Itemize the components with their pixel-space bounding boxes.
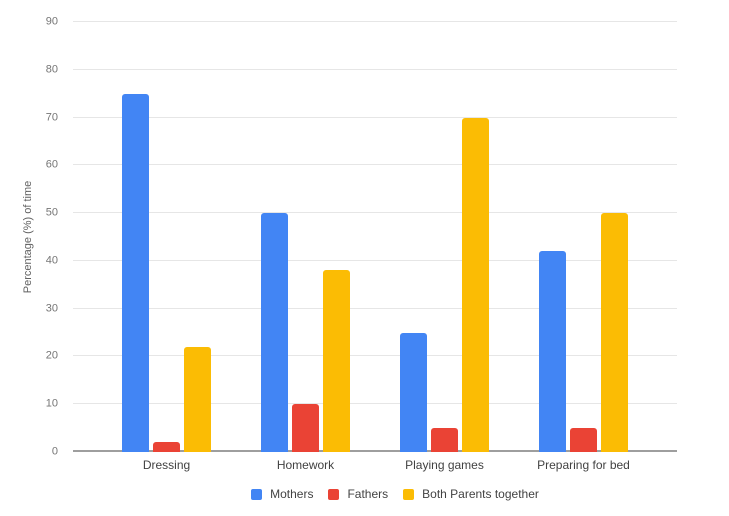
bar: [570, 428, 597, 452]
gridline: [73, 355, 677, 357]
legend-item: Mothers: [251, 487, 313, 501]
legend-swatch-icon: [403, 488, 415, 500]
y-tick-label: 30: [45, 302, 58, 315]
gridline: [73, 68, 677, 70]
legend-item: Both Parents together: [403, 487, 539, 501]
bar: [122, 93, 149, 452]
y-tick-label: 60: [45, 158, 58, 171]
gridline: [73, 164, 677, 166]
bar-group: [97, 22, 236, 452]
y-tick-label: 20: [45, 349, 58, 362]
bar-group: [236, 22, 375, 452]
legend-item: Fathers: [328, 487, 388, 501]
bar: [539, 251, 566, 452]
bar-groups: [97, 22, 653, 452]
bar: [292, 404, 319, 452]
plot-area: [73, 21, 677, 452]
legend-label: Fathers: [347, 487, 389, 501]
legend: Mothers Fathers Both Parents together: [93, 487, 697, 501]
gridline: [73, 116, 677, 118]
bar: [153, 442, 180, 452]
y-tick-label: 0: [51, 445, 58, 458]
x-axis-category-label: Dressing: [142, 458, 191, 472]
bar: [261, 213, 288, 452]
bar: [400, 332, 427, 452]
gridline: [73, 21, 677, 22]
gridline: [73, 259, 677, 261]
bar: [431, 428, 458, 452]
legend-swatch-icon: [251, 488, 263, 500]
x-axis-labels: Dressing Homework Playing games Preparing f…: [97, 458, 653, 472]
gridline: [73, 307, 677, 309]
bar-group: [514, 22, 653, 452]
y-tick-label: 50: [45, 206, 58, 219]
gridline: [73, 212, 677, 214]
legend-label: Mothers: [270, 487, 314, 501]
x-axis-category-label: Preparing for bed: [537, 458, 630, 472]
bar: [462, 117, 489, 452]
y-tick-label: 70: [45, 111, 58, 124]
bar: [184, 346, 211, 452]
x-axis-baseline: [73, 450, 677, 452]
legend-label: Both Parents together: [422, 487, 539, 501]
x-axis-category-label: Playing games: [405, 458, 484, 472]
y-tick-label: 90: [45, 15, 58, 28]
y-tick-label: 40: [45, 254, 58, 267]
bar-group: [375, 22, 514, 452]
gridline: [73, 403, 677, 405]
x-axis-category-label: Homework: [276, 458, 335, 472]
bar: [323, 270, 350, 452]
y-tick-label: 10: [45, 397, 58, 410]
y-axis-ticks: 0 10 20 30 40 50 60 70 80 90: [0, 16, 66, 457]
bar: [601, 213, 628, 452]
y-tick-label: 80: [45, 63, 58, 76]
legend-swatch-icon: [328, 488, 340, 500]
